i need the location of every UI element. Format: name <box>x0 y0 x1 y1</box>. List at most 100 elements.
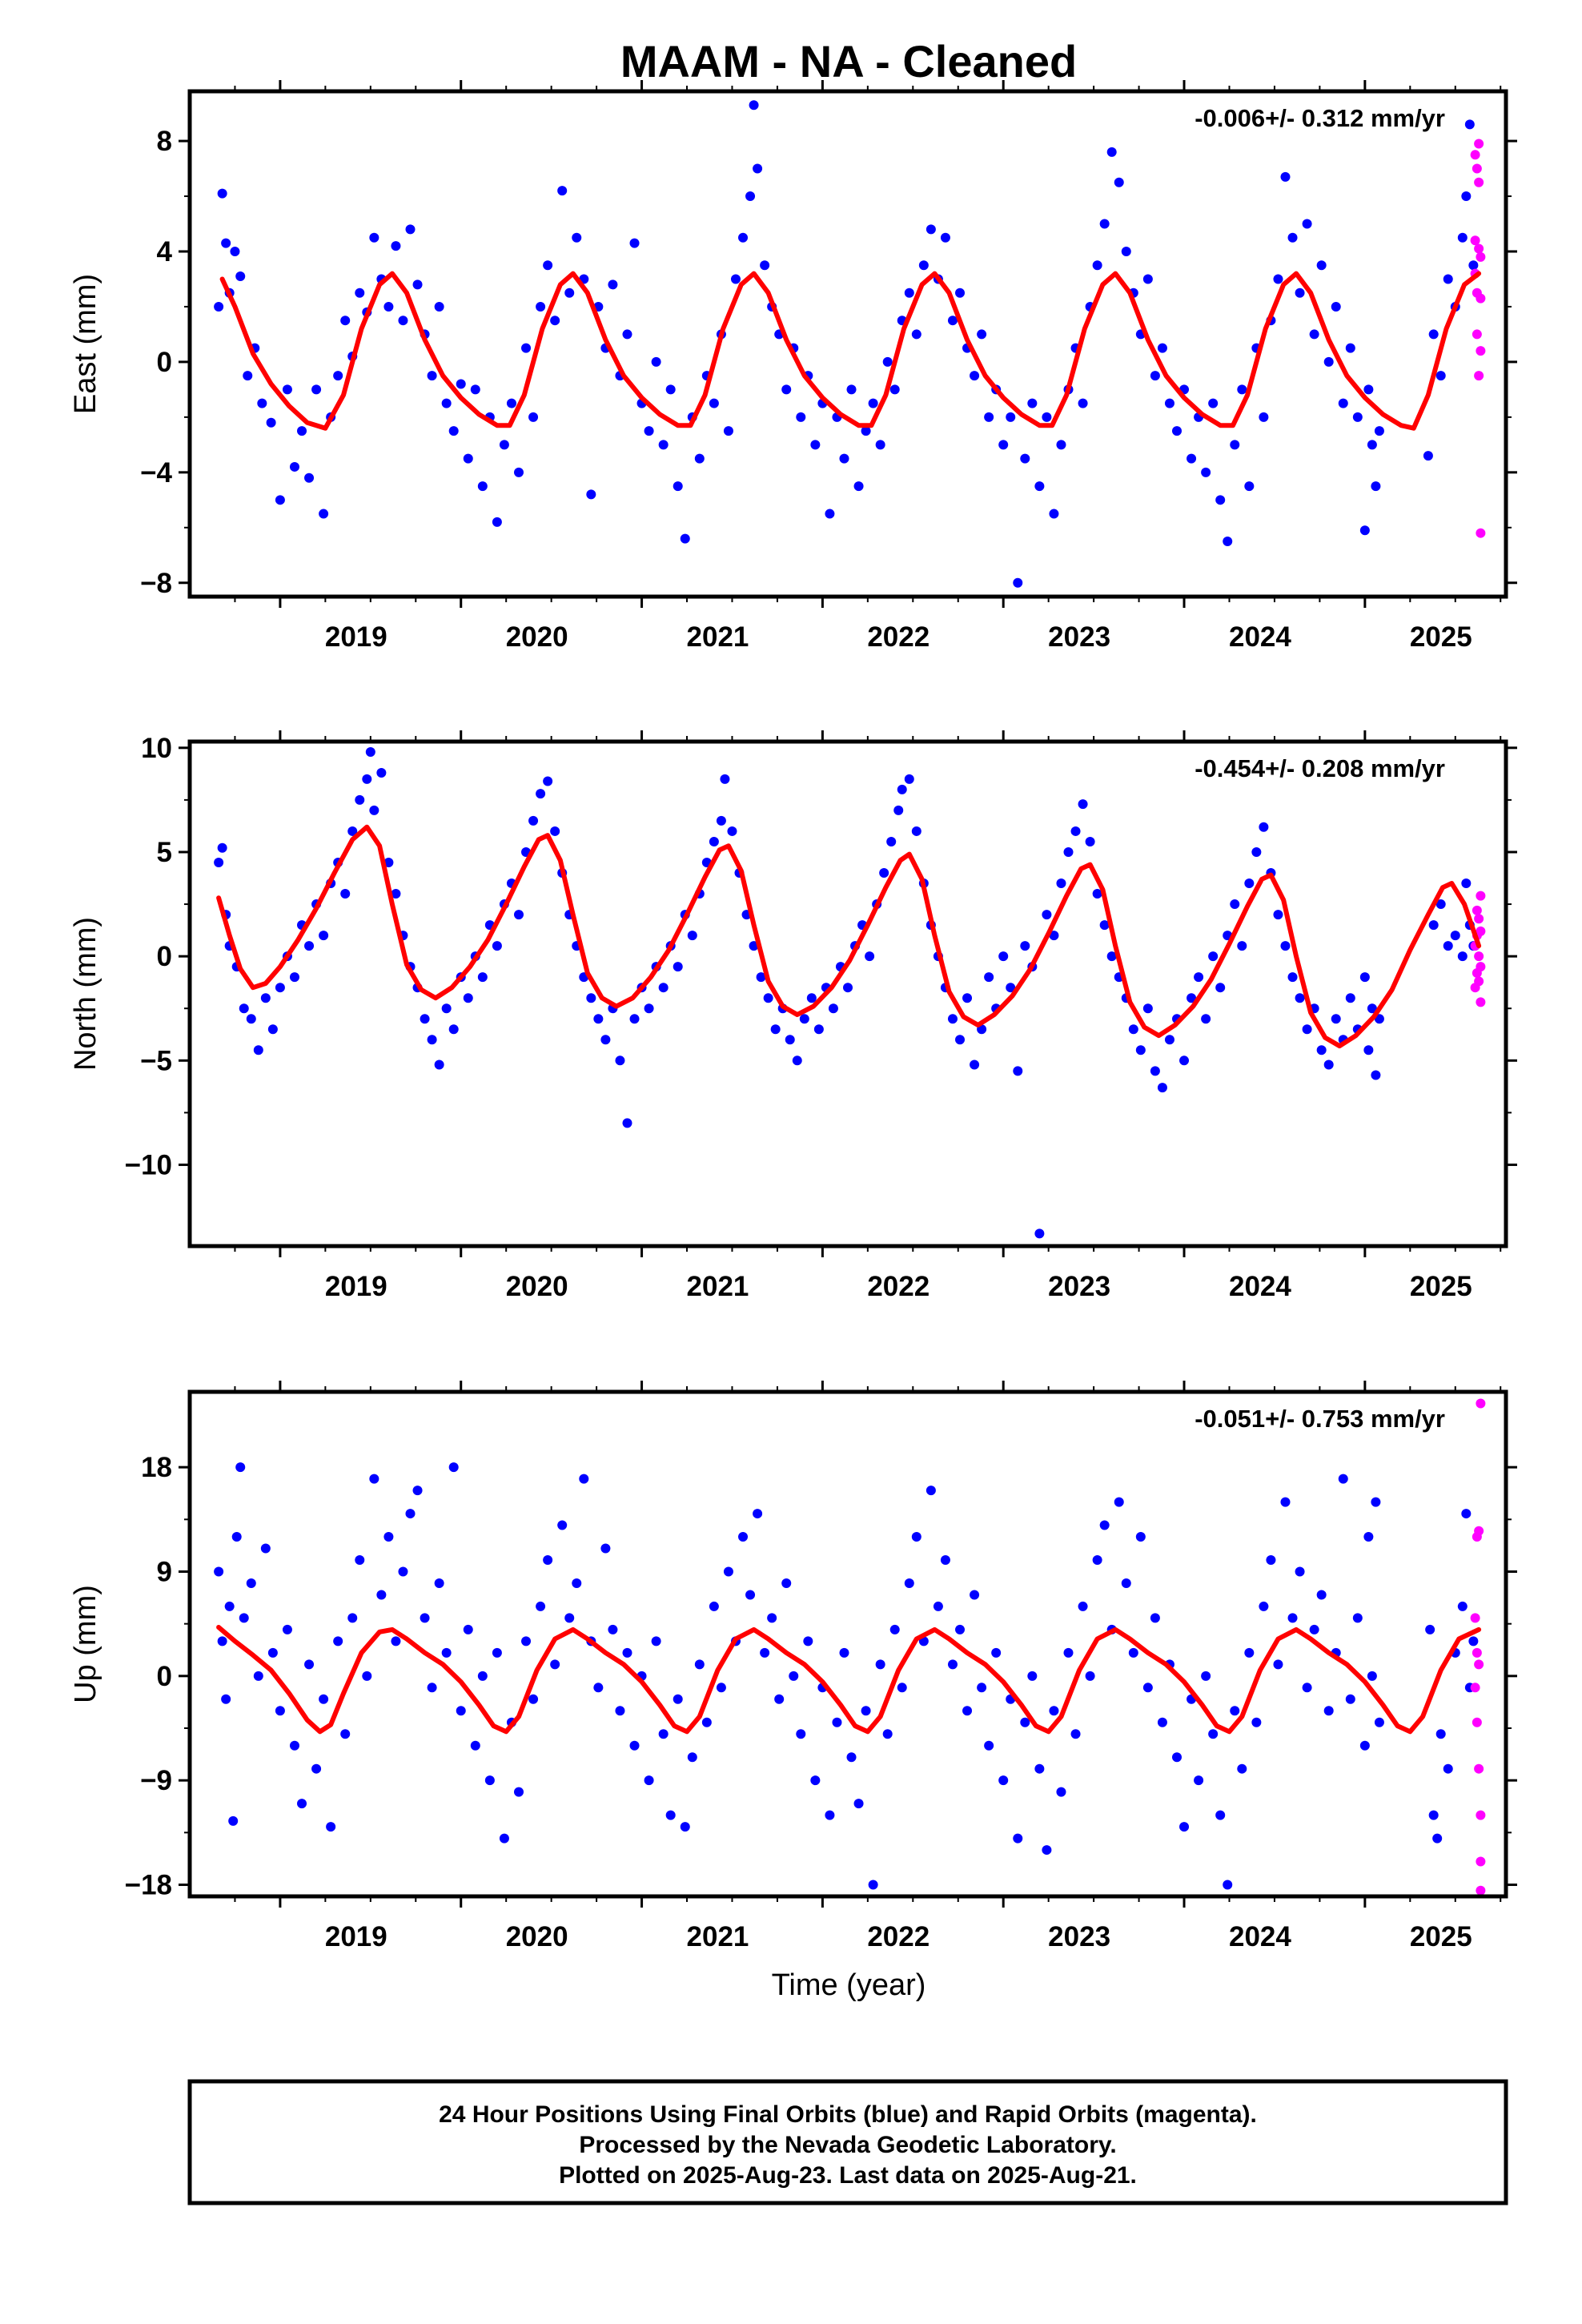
up-final-point <box>369 1474 379 1484</box>
up-final-point <box>1244 1647 1255 1658</box>
north-final-point <box>1215 983 1226 993</box>
north-final-point <box>1042 910 1052 920</box>
up-final-point <box>383 1532 394 1542</box>
up-final-point <box>803 1636 813 1647</box>
north-final-point <box>955 1035 966 1045</box>
north-xtick-label: 2019 <box>325 1271 387 1302</box>
up-final-point <box>470 1740 480 1751</box>
up-frame <box>187 1389 1508 1899</box>
north-final-point <box>962 993 973 1003</box>
north-final-point <box>239 1003 249 1014</box>
north-final-point <box>984 972 994 983</box>
east-final-point <box>1121 246 1131 256</box>
up-final-point <box>970 1590 980 1600</box>
up-final-point <box>536 1601 546 1611</box>
north-rapid-point <box>1472 905 1482 915</box>
up-model-line <box>216 1625 1482 1735</box>
north-final-point <box>214 857 224 867</box>
east-final-point <box>1142 274 1153 284</box>
north-final-point <box>1302 1024 1312 1035</box>
north-final-point <box>463 993 473 1003</box>
north-final-point <box>904 774 914 784</box>
east-final-point <box>825 509 835 519</box>
up-ylabel: Up (mm) <box>69 1585 102 1703</box>
up-final-point <box>214 1566 224 1577</box>
north-final-point <box>340 889 351 899</box>
up-final-point <box>767 1613 777 1623</box>
north-final-point <box>441 1003 452 1014</box>
north-final-point <box>644 1003 654 1014</box>
up-final-point <box>1280 1497 1291 1507</box>
east-rapid-point <box>1470 235 1480 246</box>
east-final-point <box>217 188 227 199</box>
up-final-point <box>340 1729 351 1739</box>
up-final-point <box>355 1555 365 1565</box>
north-final-point <box>1135 1045 1146 1055</box>
up-final-point <box>1194 1775 1204 1786</box>
east-final-point <box>1056 440 1066 450</box>
north-final-point <box>687 931 697 941</box>
east-final-point <box>753 163 763 174</box>
up-final-point <box>1092 1555 1102 1565</box>
up-final-point <box>391 1636 401 1647</box>
east-final-point <box>282 384 292 395</box>
east-final-point <box>1237 384 1247 395</box>
up-final-point <box>477 1671 488 1681</box>
up-rapid-point <box>1476 1856 1486 1867</box>
up-rapid-point <box>1470 1683 1480 1693</box>
east-xtick-label: 2023 <box>1048 621 1110 653</box>
east-final-point <box>1201 467 1211 477</box>
east-final-point <box>1034 481 1045 492</box>
east-rapid-point <box>1476 346 1486 356</box>
east-final-point <box>1295 287 1305 298</box>
up-final-point <box>622 1647 632 1658</box>
up-final-point <box>1063 1647 1074 1658</box>
north-ytick-label: −10 <box>125 1149 172 1180</box>
east-final-point <box>970 371 980 381</box>
up-final-point <box>651 1636 661 1647</box>
east-final-point <box>730 274 741 284</box>
up-xtick-label: 2020 <box>506 1921 568 1952</box>
east-ytick-label: −4 <box>140 457 172 489</box>
up-final-point <box>1201 1671 1211 1681</box>
north-final-point <box>770 1024 781 1035</box>
up-rate-label: -0.051+/- 0.753 mm/yr <box>1195 1405 1445 1433</box>
north-final-point <box>217 842 227 853</box>
east-final-point <box>1078 398 1088 408</box>
east-final-point <box>738 232 749 243</box>
up-final-point <box>297 1799 307 1809</box>
east-final-point <box>557 186 568 196</box>
up-ytick-label: 18 <box>141 1452 172 1483</box>
east-final-point <box>947 316 958 326</box>
up-final-point <box>991 1647 1002 1658</box>
up-final-point <box>940 1555 950 1565</box>
north-final-point <box>1316 1045 1327 1055</box>
north-final-point <box>1085 836 1095 846</box>
up-final-point <box>448 1462 459 1473</box>
east-final-point <box>839 453 849 464</box>
east-final-point <box>781 384 792 395</box>
north-final-point <box>536 789 546 799</box>
east-ylabel: East (mm) <box>69 274 102 414</box>
north-panel: −10 −5 0 5 10 2019 2020 2021 2022 2023 2024 2025 Nor… <box>69 730 1517 1302</box>
up-final-point <box>977 1683 987 1693</box>
up-final-point <box>499 1833 509 1844</box>
north-final-point <box>492 941 502 951</box>
up-final-point <box>709 1601 719 1611</box>
up-final-point <box>347 1613 358 1623</box>
up-final-point <box>326 1822 336 1832</box>
north-final-point <box>1164 1035 1174 1045</box>
up-final-point <box>221 1694 231 1704</box>
east-final-point <box>651 356 661 367</box>
north-final-point <box>911 826 921 836</box>
north-final-point <box>1063 846 1074 857</box>
north-final-point <box>1034 1228 1045 1239</box>
north-final-point <box>865 951 875 962</box>
north-final-point <box>1280 941 1291 951</box>
east-xtick-label: 2024 <box>1229 621 1291 653</box>
up-final-point <box>1302 1683 1312 1693</box>
up-final-point <box>1461 1509 1472 1519</box>
north-final-point <box>1099 920 1110 931</box>
east-final-point <box>1092 260 1102 271</box>
up-final-point <box>1215 1810 1226 1820</box>
